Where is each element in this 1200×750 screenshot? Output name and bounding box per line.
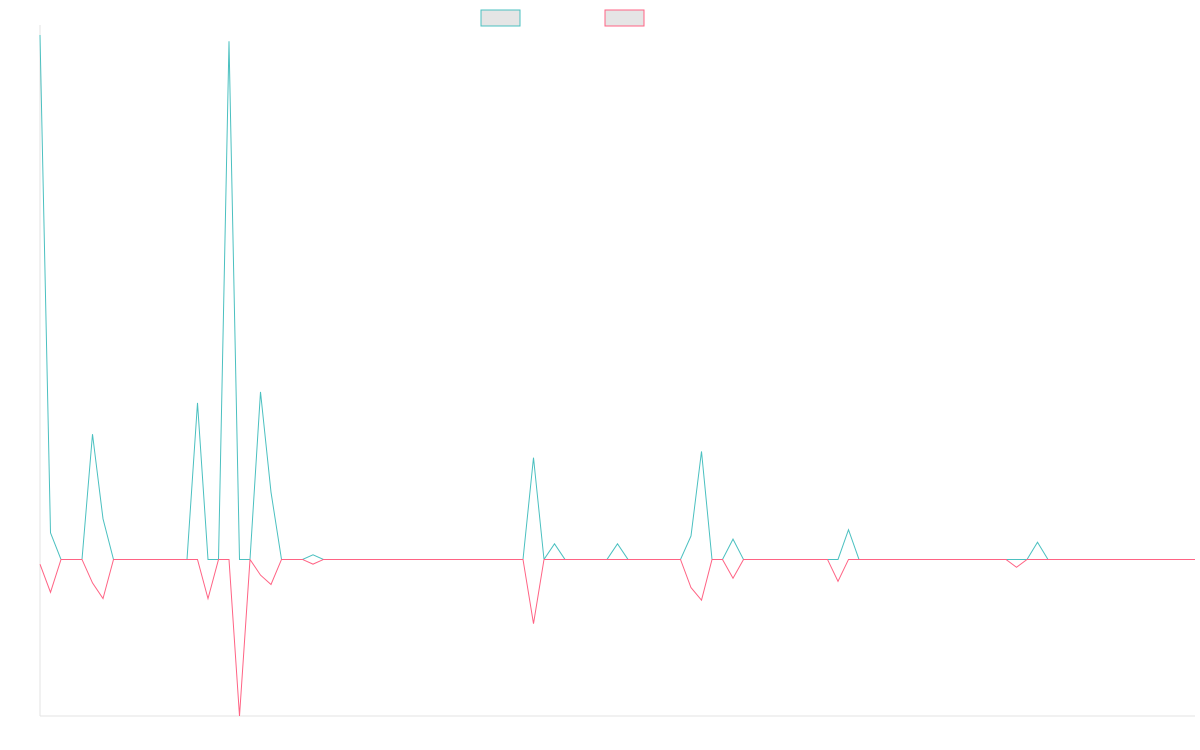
legend-item-2[interactable] [604,9,645,27]
series-line-2 [39,557,1195,717]
legend-item-1[interactable] [480,9,521,27]
axes [39,25,1195,717]
series-lines [39,34,1195,717]
legend[interactable] [480,9,645,27]
series-line-1 [39,34,1195,561]
legend-swatch-2[interactable] [604,9,645,27]
legend-swatch-1[interactable] [480,9,521,27]
